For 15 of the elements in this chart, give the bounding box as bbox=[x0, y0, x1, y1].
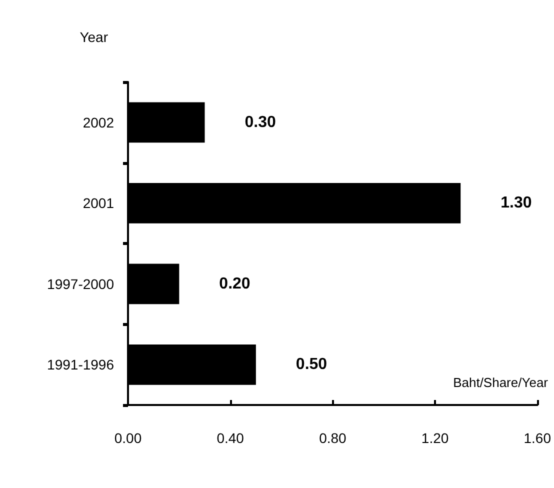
x-tick-label: 0.00 bbox=[114, 430, 142, 446]
y-tick-label: 2002 bbox=[82, 114, 114, 130]
data-label: 1.30 bbox=[500, 194, 532, 212]
x-tick-label: 0.40 bbox=[216, 430, 244, 446]
y-axis-title: Year bbox=[80, 29, 108, 45]
data-label: 0.30 bbox=[244, 114, 276, 131]
x-tick-label: 0.80 bbox=[319, 430, 347, 446]
data-label: 0.50 bbox=[296, 356, 328, 374]
y-tick-label: 1997-2000 bbox=[47, 276, 114, 292]
data-label: 0.20 bbox=[219, 275, 250, 292]
y-tick-label: 2001 bbox=[82, 195, 114, 212]
x-tick-label: 1.60 bbox=[524, 430, 552, 446]
x-tick-label: 1.20 bbox=[421, 430, 449, 446]
y-tick-label: 1991-1996 bbox=[47, 356, 114, 373]
x-axis-title: Baht/Share/Year bbox=[453, 375, 549, 390]
